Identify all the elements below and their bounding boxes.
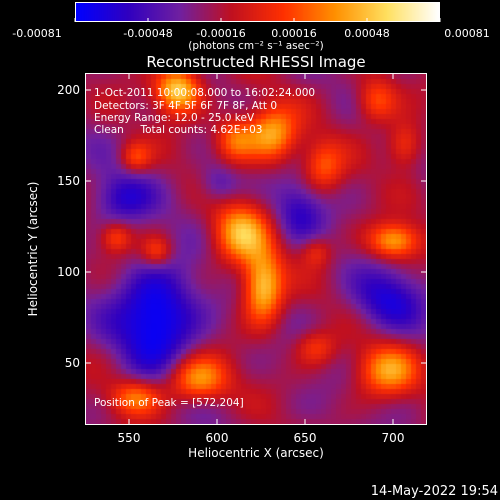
info-time-range: 1-Oct-2011 10:00:08.000 to 16:02:24.000 (94, 87, 316, 99)
plot-title: Reconstructed RHESSI Image (146, 53, 366, 71)
plot-area (85, 73, 427, 425)
info-detectors: Detectors: 3F 4F 5F 6F 7F 8F, Att 0 (94, 100, 278, 112)
rhessi-image-heatmap (86, 74, 426, 424)
date-stamp: 14-May-2022 19:54 (370, 484, 498, 499)
colorbar (75, 2, 440, 22)
colorbar-tick-label: -0.00081 (12, 27, 62, 40)
y-tick-label: 100 (57, 265, 80, 279)
info-energy-range: Energy Range: 12.0 - 25.0 keV (94, 112, 255, 124)
colorbar-ticks (74, 18, 441, 22)
y-axis-label: Heliocentric Y (arcsec) (26, 181, 40, 317)
x-axis-label: Heliocentric X (arcsec) (188, 446, 324, 460)
x-tick-label: 550 (117, 431, 141, 445)
info-clean-counts: Clean Total counts: 4.62E+03 (94, 124, 263, 136)
colorbar-tick-label: 0.00081 (444, 27, 490, 40)
y-tick-label: 200 (57, 83, 80, 97)
y-tick-label: 150 (57, 174, 80, 188)
x-tick-label: 600 (205, 431, 229, 445)
x-tick-label: 700 (381, 431, 405, 445)
colorbar-tick-label: 0.00048 (344, 27, 390, 40)
colorbar-tick-label: -0.00048 (123, 27, 173, 40)
colorbar-tick-label: 0.00016 (271, 27, 317, 40)
y-tick-label: 50 (64, 356, 80, 370)
peak-position: Position of Peak = [572,204] (94, 397, 244, 409)
colorbar-tick-label: -0.00016 (196, 27, 246, 40)
x-tick-label: 650 (293, 431, 317, 445)
colorbar-units: (photons cm⁻² s⁻¹ asec⁻²) (188, 40, 324, 52)
